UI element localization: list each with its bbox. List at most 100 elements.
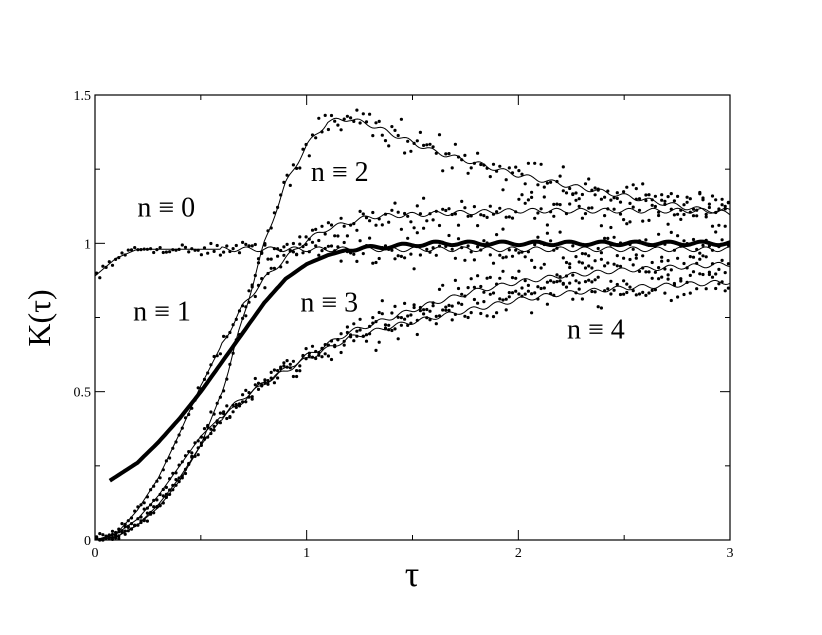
series-point-n1: [387, 220, 391, 224]
series-point-n4: [339, 332, 343, 336]
series-point-n1: [406, 214, 410, 218]
series-point-n0: [447, 233, 451, 238]
series-point-n0: [323, 246, 327, 251]
series-point-n1: [723, 207, 727, 211]
series-point-n4: [552, 293, 556, 297]
series-point-n4: [209, 431, 213, 436]
series-point-n3: [587, 264, 591, 268]
series-point-n4: [276, 369, 280, 373]
series-point-n3: [177, 463, 181, 467]
series-point-n1: [447, 207, 451, 211]
series-point-n4: [326, 354, 330, 358]
series-point-n0: [431, 246, 435, 250]
series-point-n1: [650, 203, 654, 207]
series-point-n0: [545, 231, 550, 235]
series-point-n0: [615, 254, 619, 258]
series-point-n4: [374, 348, 378, 352]
series-point-n3: [314, 349, 318, 354]
series-point-n3: [403, 301, 407, 305]
series-point-n4: [501, 298, 505, 302]
series-point-n1: [672, 199, 677, 203]
series-point-n1: [444, 208, 448, 213]
series-point-n2: [425, 143, 429, 147]
series-point-n1: [434, 209, 438, 213]
series-point-n2: [215, 401, 219, 405]
series-point-n1: [336, 234, 340, 238]
series-point-n3: [202, 427, 207, 431]
series-point-n2: [618, 200, 623, 204]
series-point-n0: [129, 248, 134, 252]
series-point-n3: [660, 255, 664, 259]
series-point-n4: [590, 289, 594, 294]
series-point-n2: [374, 121, 378, 125]
series-point-n1: [247, 289, 251, 293]
series-point-n2: [447, 152, 451, 156]
series-point-n0: [425, 247, 429, 251]
series-point-n4: [564, 274, 569, 278]
series-point-n3: [466, 286, 470, 290]
series-point-n2: [317, 116, 321, 120]
series-point-n3: [276, 376, 280, 380]
series-point-n4: [447, 308, 451, 312]
series-point-n3: [663, 267, 667, 271]
series-point-n4: [479, 311, 483, 316]
series-point-n4: [463, 314, 467, 318]
series-point-n2: [285, 173, 289, 177]
series-point-n1: [523, 201, 527, 205]
series-point-n3: [666, 273, 670, 277]
series-point-n4: [666, 277, 670, 281]
series-point-n2: [479, 162, 483, 167]
series-point-n3: [476, 274, 480, 278]
series-point-n3: [469, 277, 473, 281]
series-point-n0: [606, 236, 610, 240]
series-point-n3: [717, 267, 721, 271]
series-point-n0: [587, 254, 591, 258]
series-point-n0: [568, 262, 572, 266]
series-point-n4: [450, 318, 454, 322]
series-point-n3: [707, 272, 712, 277]
series-point-n4: [133, 524, 137, 528]
series-point-n4: [641, 290, 645, 294]
series-point-n4: [726, 286, 731, 290]
series-point-n1: [288, 248, 292, 253]
series-point-n1: [276, 254, 280, 258]
series-point-n3: [485, 276, 489, 280]
series-point-n2: [218, 395, 222, 399]
series-point-n1: [418, 212, 422, 216]
series-point-n2: [590, 188, 594, 192]
series-point-n1: [399, 227, 403, 231]
series-point-n1: [142, 501, 146, 505]
series-point-n3: [272, 381, 276, 385]
series-point-n3: [679, 277, 683, 281]
series-point-n3: [482, 290, 486, 294]
series-point-n1: [669, 192, 673, 196]
series-point-n0: [314, 244, 318, 248]
series-point-n3: [174, 471, 178, 475]
series-point-n0: [660, 259, 664, 263]
series-point-n4: [333, 343, 337, 347]
series-point-n0: [95, 271, 99, 275]
series-point-n4: [599, 306, 604, 310]
series-point-n4: [574, 291, 578, 295]
series-point-n4: [177, 476, 181, 480]
series-point-n0: [342, 240, 346, 245]
series-point-n3: [218, 411, 222, 415]
series-point-n3: [726, 262, 731, 266]
series-point-n2: [701, 196, 705, 200]
series-point-n2: [342, 117, 346, 121]
series-point-n2: [415, 139, 419, 143]
series-point-n0: [526, 250, 531, 254]
series-point-n3: [355, 329, 359, 333]
series-point-n1: [412, 226, 416, 230]
series-point-n2: [266, 229, 270, 233]
series-point-n0: [488, 253, 492, 257]
series-point-n1: [599, 224, 604, 228]
series-point-n0: [222, 250, 226, 254]
series-point-n4: [256, 387, 261, 391]
series-point-n3: [495, 282, 499, 286]
series-point-n3: [631, 247, 635, 251]
series-point-n0: [193, 248, 197, 252]
series-point-n1: [403, 211, 407, 216]
series-point-n1: [329, 223, 334, 227]
series-point-n4: [663, 291, 667, 295]
